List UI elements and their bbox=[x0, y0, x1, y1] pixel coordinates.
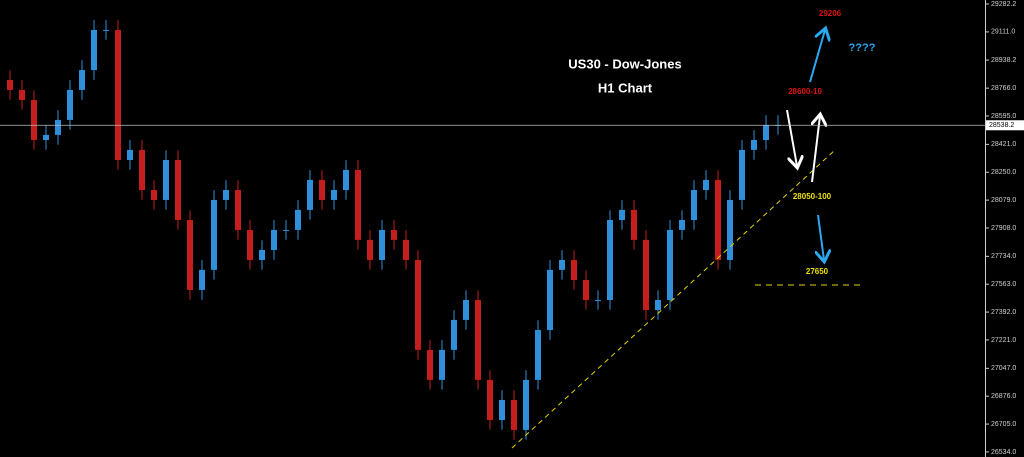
candle-body bbox=[127, 149, 133, 161]
chart-title: US30 - Dow-Jones bbox=[568, 56, 681, 71]
candle-body bbox=[187, 219, 193, 290]
annotation: 28600-10 bbox=[788, 87, 822, 96]
candle-body bbox=[91, 29, 97, 71]
candle-body bbox=[295, 209, 301, 230]
y-tick-label: 26705.0 bbox=[991, 421, 1016, 428]
y-tick-label: 27047.0 bbox=[991, 365, 1016, 372]
arrow bbox=[786, 109, 797, 166]
candle-body bbox=[235, 190, 241, 230]
candle-body bbox=[739, 149, 745, 200]
arrow bbox=[809, 30, 825, 83]
y-tick-label: 28421.0 bbox=[991, 141, 1016, 148]
y-tick-label: 28079.0 bbox=[991, 197, 1016, 204]
candle-body bbox=[151, 190, 157, 200]
candle-body bbox=[367, 239, 373, 260]
y-tick-label: 27734.0 bbox=[991, 253, 1016, 260]
candle-body bbox=[607, 219, 613, 301]
candle-body bbox=[703, 179, 709, 191]
candle-body bbox=[715, 179, 721, 260]
y-tick-label: 26534.0 bbox=[991, 449, 1016, 456]
candle-body bbox=[511, 399, 517, 430]
candle-body bbox=[103, 29, 109, 31]
chart-subtitle: H1 Chart bbox=[598, 80, 653, 95]
candle-body bbox=[259, 249, 265, 260]
candle-body bbox=[571, 259, 577, 280]
y-tick-label: 27908.0 bbox=[991, 225, 1016, 232]
candle-body bbox=[475, 300, 481, 380]
annotation: 28050-100 bbox=[793, 192, 832, 201]
candle-body bbox=[487, 379, 493, 420]
candle-body bbox=[463, 300, 469, 320]
candle-body bbox=[583, 279, 589, 301]
candle-body bbox=[247, 229, 253, 260]
y-tick-label: 28938.2 bbox=[991, 57, 1016, 64]
candle-body bbox=[427, 349, 433, 380]
y-tick-label: 27221.0 bbox=[991, 337, 1016, 344]
arrow bbox=[812, 116, 820, 183]
candle-body bbox=[67, 89, 73, 120]
y-tick-label: 27392.0 bbox=[991, 309, 1016, 316]
candle-body bbox=[115, 29, 121, 161]
annotation: 29206 bbox=[819, 9, 842, 18]
candle-body bbox=[355, 169, 361, 240]
candle-body bbox=[619, 209, 625, 220]
candle-body bbox=[163, 160, 169, 200]
candle-body bbox=[643, 239, 649, 310]
candle-body bbox=[223, 190, 229, 200]
arrow bbox=[818, 214, 824, 260]
candle-body bbox=[79, 70, 85, 90]
candle-body bbox=[547, 269, 553, 331]
candle-body bbox=[319, 179, 325, 200]
candle-body bbox=[415, 259, 421, 350]
candle-body bbox=[175, 160, 181, 220]
candle-body bbox=[403, 239, 409, 260]
candle-body bbox=[655, 300, 661, 310]
candle-body bbox=[631, 209, 637, 240]
annotation: 27650 bbox=[806, 267, 829, 276]
candle-body bbox=[451, 319, 457, 350]
candle-body bbox=[211, 199, 217, 270]
candle-body bbox=[331, 190, 337, 200]
candle-body bbox=[391, 229, 397, 240]
y-tick-label: 29111.0 bbox=[991, 29, 1015, 36]
candle-body bbox=[727, 199, 733, 260]
candle-body bbox=[379, 229, 385, 260]
candle-body bbox=[523, 379, 529, 430]
plot-area bbox=[7, 20, 781, 440]
candle-body bbox=[751, 139, 757, 150]
candle-body bbox=[283, 229, 289, 231]
candle-body bbox=[439, 349, 445, 380]
candle-body bbox=[199, 269, 205, 290]
y-tick-label: 26876.0 bbox=[991, 393, 1016, 400]
candle-body bbox=[595, 300, 601, 302]
y-tick-label: 27563.0 bbox=[991, 281, 1016, 288]
candle-body bbox=[307, 179, 313, 210]
annotation: ???? bbox=[849, 42, 876, 54]
candle-body bbox=[271, 229, 277, 250]
price-label-box bbox=[986, 120, 1024, 131]
trend-line bbox=[511, 149, 836, 449]
price-label: 28538.2 bbox=[989, 122, 1014, 129]
candle-body bbox=[139, 149, 145, 191]
candle-body bbox=[31, 100, 37, 140]
candle-body bbox=[691, 190, 697, 220]
candle-body bbox=[55, 119, 61, 135]
candle-body bbox=[7, 79, 13, 90]
y-tick-label: 29282.2 bbox=[991, 1, 1016, 8]
y-tick-label: 28250.0 bbox=[991, 169, 1016, 176]
candle-body bbox=[763, 124, 769, 140]
candle-body bbox=[499, 399, 505, 420]
candle-body bbox=[559, 259, 565, 270]
y-tick-label: 28766.0 bbox=[991, 85, 1016, 92]
candle-body bbox=[43, 134, 49, 140]
candle-body bbox=[535, 330, 541, 380]
candle-body bbox=[343, 169, 349, 191]
candle-body bbox=[667, 229, 673, 301]
candle-body bbox=[679, 219, 685, 230]
candle-body bbox=[19, 89, 25, 101]
y-tick-label: 28595.0 bbox=[991, 113, 1016, 120]
